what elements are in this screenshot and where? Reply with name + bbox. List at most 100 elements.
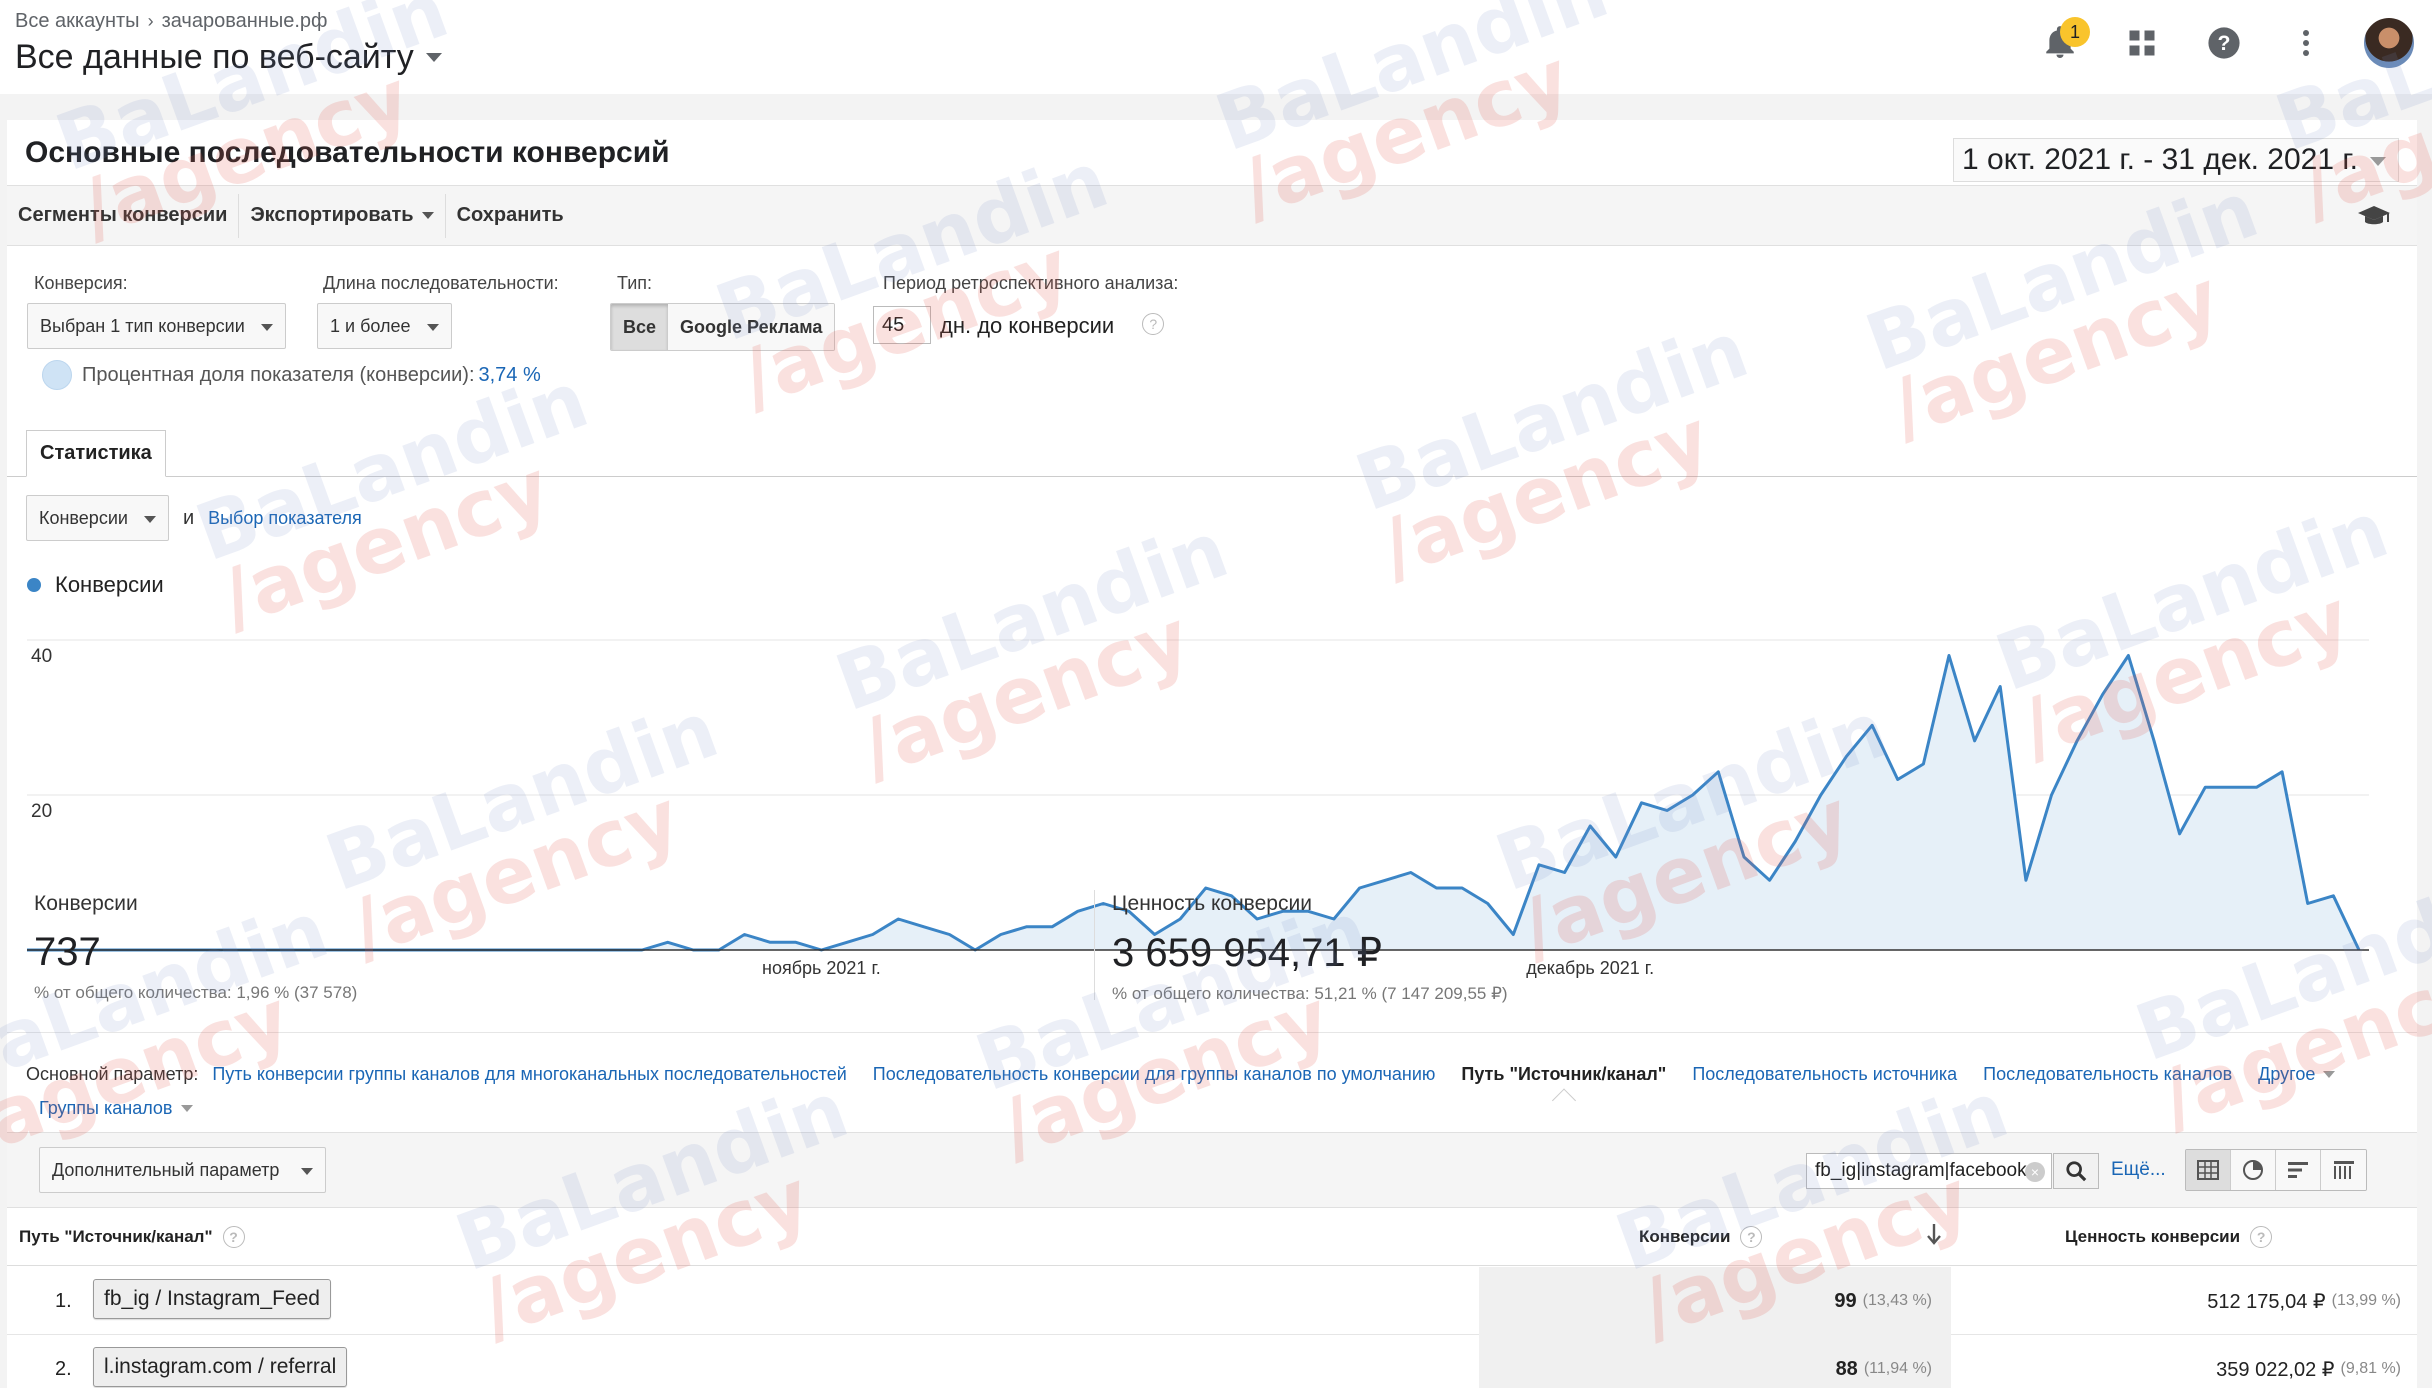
metric-selector-row: Конверсии и Выбор показателя [26, 495, 362, 541]
row-conversions: 99 (13,43 %) [1834, 1267, 1932, 1335]
row-value-pct: (9,81 %) [2340, 1360, 2401, 1377]
pie-chart-icon [2243, 1160, 2263, 1180]
search-button[interactable] [2053, 1153, 2099, 1189]
stat-conversions-label: Конверсии [34, 892, 138, 915]
series-area [27, 655, 2359, 950]
secondary-dimension-dropdown[interactable]: Дополнительный параметр [39, 1147, 327, 1193]
metric-dropdown[interactable]: Конверсии [26, 495, 169, 541]
breadcrumb-accounts[interactable]: Все аккаунты [15, 10, 140, 32]
sampling-value: 3,74 % [478, 363, 541, 386]
primary-dimension-row: Основной параметр: Путь конверсии группы… [26, 1064, 2336, 1085]
type-label: Тип: [617, 273, 653, 293]
table-row: 2. l.instagram.com / referral 88 (11,94 … [7, 1335, 2417, 1388]
graduation-cap-icon[interactable] [2357, 204, 2391, 228]
table-header: Путь "Источник/канал" ? Конверсии ? Ценн… [7, 1208, 2417, 1266]
caret-down-icon [421, 212, 434, 219]
breadcrumb: Все аккаунты › зачарованные.рф [15, 10, 327, 33]
help-icon[interactable]: ? [222, 1226, 245, 1248]
view-selector[interactable]: Все данные по веб-сайту [15, 38, 442, 77]
date-range-picker[interactable]: 1 окт. 2021 г. - 31 дек. 2021 г. [1953, 138, 2399, 182]
type-google-ads-button[interactable]: Google Реклама [668, 304, 835, 350]
metric-and-text: и [182, 506, 195, 529]
breadcrumb-property[interactable]: зачарованные.рф [161, 10, 328, 32]
tabs-divider [7, 476, 2417, 477]
table-filter-input[interactable]: fb_ig|instagram|facebook × [1806, 1153, 2052, 1189]
export-button[interactable]: Экспортировать [239, 193, 446, 238]
path-chip[interactable]: l.instagram.com / referral [93, 1347, 348, 1387]
x-tick-label: ноябрь 2021 г. [762, 958, 881, 978]
lookback-label: Период ретроспективного анализа: [883, 273, 1179, 293]
avatar[interactable] [2364, 18, 2414, 68]
dimension-source-medium-path[interactable]: Путь "Источник/канал" [1461, 1064, 1667, 1084]
select-metric-link[interactable]: Выбор показателя [208, 507, 362, 528]
caret-down-icon [301, 1168, 314, 1175]
dimension-default-channel-path[interactable]: Последовательность конверсии для группы … [872, 1064, 1436, 1084]
sorted-column-bg [1479, 1267, 1951, 1335]
dimension-source-path[interactable]: Последовательность источника [1692, 1064, 1958, 1084]
path-length-dropdown[interactable]: 1 и более [317, 303, 452, 349]
table-toolbar: Дополнительный параметр fb_ig|instagram|… [7, 1132, 2417, 1208]
row-index: 2. [55, 1357, 72, 1380]
chart-legend: Конверсии [27, 572, 164, 598]
channel-groups-label: Группы каналов [39, 1098, 173, 1118]
dimension-medium-path[interactable]: Последовательность каналов [1983, 1064, 2233, 1084]
bar-view-button[interactable] [2276, 1150, 2321, 1190]
search-icon [2066, 1161, 2087, 1182]
help-icon[interactable]: ? [1142, 313, 1165, 335]
bar-list-icon [2288, 1162, 2308, 1178]
sampling-info: Процентная доля показателя (конверсии): … [42, 360, 541, 390]
column-header-conversions[interactable]: Конверсии ? [1639, 1208, 1763, 1266]
clear-icon[interactable]: × [2025, 1162, 2045, 1182]
dimension-mcf-path[interactable]: Путь конверсии группы каналов для многок… [212, 1064, 847, 1084]
conversion-dropdown[interactable]: Выбран 1 тип конверсии [27, 303, 286, 349]
apps-grid-icon [2129, 30, 2155, 56]
view-title: Все данные по веб-сайту [15, 38, 414, 76]
conversion-value: Выбран 1 тип конверсии [40, 315, 245, 336]
pie-view-button[interactable] [2231, 1150, 2276, 1190]
stat-divider [1094, 890, 1095, 1000]
path-length-label: Длина последовательности: [323, 273, 559, 293]
legend-dot-icon [27, 578, 41, 592]
save-button[interactable]: Сохранить [446, 194, 575, 238]
svg-text:?: ? [2218, 31, 2231, 55]
column-header-path[interactable]: Путь "Источник/канал" ? [19, 1208, 245, 1266]
caret-down-icon [2370, 157, 2386, 166]
pivot-view-button[interactable] [2321, 1150, 2366, 1190]
path-chip[interactable]: fb_ig / Instagram_Feed [93, 1279, 331, 1319]
sort-descending-icon[interactable] [1925, 1222, 1943, 1246]
row-value: 512 175,04 ₽ (13,99 %) [2207, 1267, 2401, 1335]
tab-statistics[interactable]: Статистика [26, 430, 166, 477]
stat-conversions: Конверсии 737 % от общего количества: 1,… [34, 892, 357, 1003]
row-index: 1. [55, 1289, 72, 1312]
advanced-filter-link[interactable]: Ещё... [2111, 1159, 2166, 1180]
column-header-path-label: Путь "Источник/канал" [19, 1227, 213, 1246]
help-button[interactable]: ? [2200, 19, 2248, 67]
channel-groups-dropdown[interactable]: Группы каналов [39, 1098, 193, 1119]
pivot-table-icon [2333, 1161, 2354, 1179]
dimension-other-dropdown[interactable]: Другое [2258, 1064, 2336, 1085]
y-tick-label: 40 [31, 646, 52, 667]
table-filter-value: fb_ig|instagram|facebook [1815, 1160, 2027, 1181]
report-panel: Основные последовательности конверсий 1 … [7, 120, 2417, 1388]
column-header-conversion-value[interactable]: Ценность конверсии ? [2065, 1208, 2273, 1266]
metric-selected: Конверсии [39, 507, 128, 528]
stat-conversions-value: 737 [34, 930, 101, 974]
help-icon[interactable]: ? [2250, 1226, 2273, 1248]
help-icon[interactable]: ? [1740, 1226, 1763, 1248]
table-view-button[interactable] [2186, 1150, 2231, 1190]
apps-button[interactable] [2118, 19, 2166, 67]
stat-value-label: Ценность конверсии [1112, 892, 1312, 915]
sorted-column-bg [1479, 1335, 1951, 1388]
caret-down-icon [260, 324, 273, 331]
conversion-segments-button[interactable]: Сегменты конверсии [7, 193, 240, 238]
header-icons: 1 ? [2036, 17, 2414, 68]
notifications-button[interactable]: 1 [2036, 17, 2090, 67]
table-view-switcher [2185, 1149, 2367, 1191]
more-menu-button[interactable] [2282, 19, 2330, 67]
save-label: Сохранить [456, 204, 564, 226]
top-header: Все аккаунты › зачарованные.рф Все данны… [0, 0, 2432, 94]
conversion-label: Конверсия: [34, 273, 128, 293]
type-all-button[interactable]: Все [611, 304, 669, 350]
lookback-input[interactable]: 45 [873, 306, 931, 344]
primary-dimension-label: Основной параметр: [26, 1064, 199, 1084]
